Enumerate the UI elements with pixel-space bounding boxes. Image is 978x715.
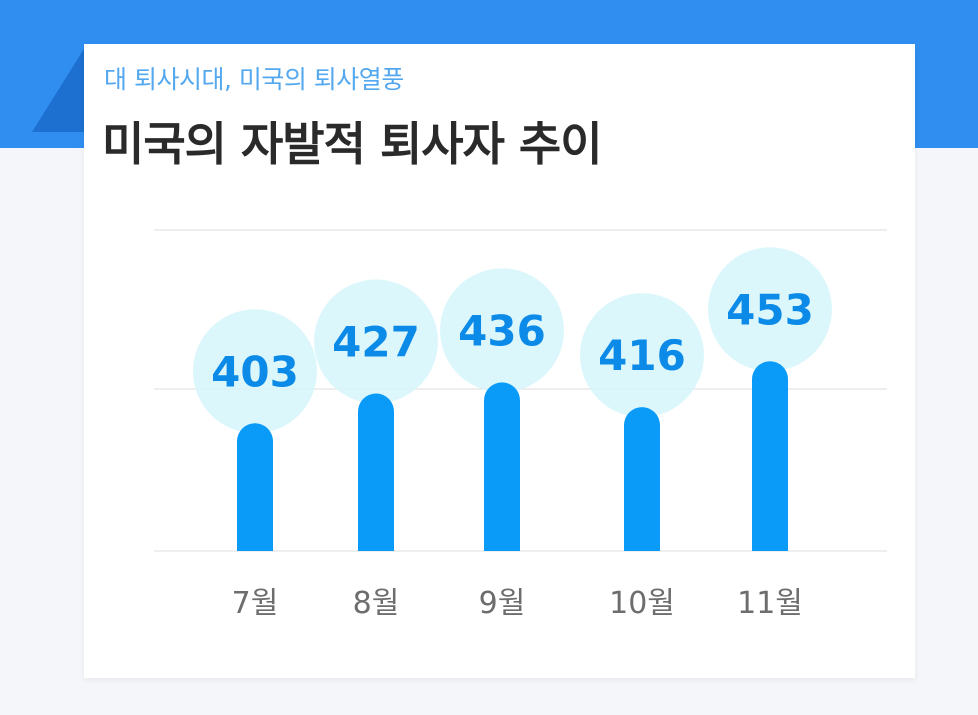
bar-11월 bbox=[752, 361, 788, 551]
data-label-10월: 416 bbox=[598, 331, 686, 380]
value-bubbles bbox=[193, 247, 832, 434]
value-bubble-11월 bbox=[708, 247, 832, 372]
chart-card: 대 퇴사시대, 미국의 퇴사열풍 미국의 자발적 퇴사자 추이 403 427 43… bbox=[84, 44, 915, 678]
chart-subtitle: 대 퇴사시대, 미국의 퇴사열풍 bbox=[104, 65, 404, 94]
x-axis-ticks: 7월 8월 9월 10월 11월 bbox=[232, 586, 803, 621]
bar-7월 bbox=[237, 423, 273, 551]
data-label-7월: 403 bbox=[211, 347, 299, 396]
card-fold-decoration bbox=[32, 44, 87, 132]
value-bubble-8월 bbox=[314, 279, 438, 404]
bar-10월 bbox=[624, 407, 660, 551]
data-labels: 403 427 436 416 453 bbox=[211, 285, 814, 396]
x-tick-label-10월: 10월 bbox=[609, 586, 675, 621]
bars bbox=[237, 361, 788, 551]
x-tick-label-9월: 9월 bbox=[479, 586, 526, 621]
data-label-11월: 453 bbox=[726, 285, 814, 334]
chart-title: 미국의 자발적 퇴사자 추이 bbox=[102, 117, 603, 171]
data-label-8월: 427 bbox=[332, 318, 420, 367]
x-tick-label-11월: 11월 bbox=[737, 586, 803, 621]
bar-8월 bbox=[358, 393, 394, 551]
data-label-9월: 436 bbox=[458, 306, 546, 355]
bar-9월 bbox=[484, 382, 520, 551]
x-tick-label-8월: 8월 bbox=[353, 586, 400, 621]
value-bubble-7월 bbox=[193, 309, 317, 434]
value-bubble-10월 bbox=[580, 293, 704, 418]
x-tick-label-7월: 7월 bbox=[232, 586, 279, 621]
bar-chart: 403 427 436 416 453 7월 8월 9월 10월 11월 bbox=[154, 229, 887, 621]
value-bubble-9월 bbox=[440, 268, 564, 393]
